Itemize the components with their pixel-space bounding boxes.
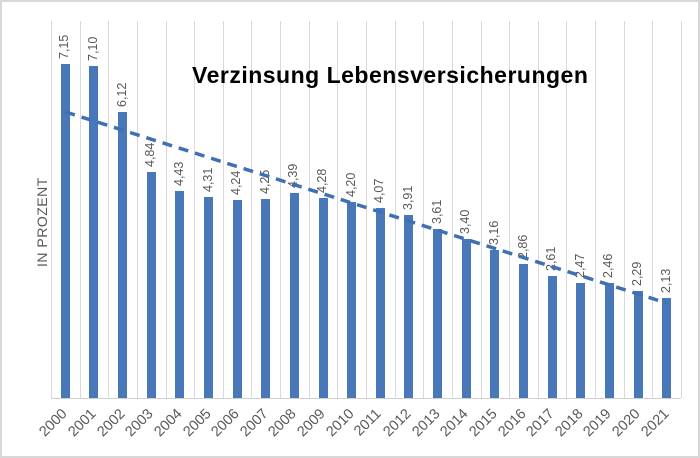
- x-axis-label-2011: 2011: [351, 406, 385, 440]
- x-axis-label-2017: 2017: [523, 406, 558, 441]
- x-axis-label-2016: 2016: [494, 406, 530, 441]
- bar-value-label: 4,39: [286, 163, 301, 188]
- x-axis-label-2000: 2000: [36, 406, 71, 441]
- bar-2011: [375, 207, 385, 398]
- bar-2005: [204, 196, 213, 398]
- x-axis-label-2013: 2013: [409, 406, 444, 441]
- bar-2002: [118, 111, 128, 398]
- bar-2018: [576, 282, 586, 398]
- x-axis-label-2005: 2005: [179, 406, 215, 441]
- x-axis-label-2010: 2010: [323, 406, 358, 441]
- bar-value-label: 2,86: [515, 234, 530, 260]
- bar-value-label: 4,24: [229, 170, 244, 195]
- bar-value-label: 7,10: [85, 36, 100, 62]
- x-axis-label-2021: 2021: [638, 406, 673, 441]
- bar-2013: [433, 229, 443, 398]
- x-axis-label-2015: 2015: [466, 406, 501, 441]
- bar-value-label: 2,47: [572, 253, 587, 278]
- bar-2009: [318, 197, 328, 398]
- x-axis-label-2014: 2014: [437, 406, 472, 441]
- bar-2015: [490, 250, 500, 398]
- bar-2021: [662, 298, 672, 398]
- x-axis-label-2018: 2018: [552, 406, 587, 441]
- bar-value-label: 4,25: [257, 169, 272, 195]
- bar-value-label: 3,16: [486, 220, 501, 246]
- x-axis-label-2006: 2006: [208, 406, 243, 441]
- bar-value-label: 2,61: [544, 246, 559, 271]
- bar-value-label: 4,43: [171, 161, 186, 186]
- bar-value-label: 3,91: [400, 185, 415, 211]
- x-axis-label-2020: 2020: [609, 406, 644, 441]
- gridline: [652, 21, 654, 398]
- x-axis-line: [51, 398, 681, 399]
- bar-2000: [60, 63, 70, 398]
- bar-2006: [232, 199, 242, 398]
- bar-value-label: 7,15: [57, 34, 72, 59]
- bar-value-label: 3,40: [458, 209, 473, 235]
- x-axis-label-2008: 2008: [265, 406, 300, 441]
- bar-2008: [289, 192, 299, 398]
- bar-2012: [404, 215, 414, 398]
- bar-value-label: 2,46: [601, 253, 616, 278]
- bar-value-label: 4,07: [372, 178, 387, 203]
- x-axis-label-2007: 2007: [237, 406, 272, 441]
- bar-value-label: 4,28: [315, 168, 330, 193]
- x-axis-label-2019: 2019: [580, 406, 615, 441]
- bar-value-label: 4,31: [200, 167, 215, 192]
- y-axis-title: IN PROZENT: [34, 177, 50, 267]
- gridline: [51, 21, 52, 398]
- bar-2007: [261, 199, 271, 398]
- gridline: [79, 21, 81, 398]
- x-axis-label-2009: 2009: [294, 406, 329, 441]
- bar-2014: [461, 239, 471, 398]
- chart-title: Verzinsung Lebensversicherungen: [192, 62, 589, 88]
- gridline: [681, 21, 682, 398]
- gridline: [595, 21, 597, 398]
- gridline: [623, 21, 625, 398]
- bar-value-label: 2,13: [658, 269, 673, 294]
- x-axis-label-2001: 2001: [65, 406, 100, 441]
- bar-2016: [519, 264, 528, 398]
- bar-2004: [175, 190, 185, 398]
- gridline: [108, 21, 110, 398]
- bar-2010: [347, 201, 357, 398]
- bar-2019: [604, 282, 614, 398]
- bar-value-label: 4,20: [343, 172, 358, 197]
- gridline: [136, 21, 138, 398]
- x-axis-label-2003: 2003: [122, 406, 157, 441]
- bar-value-label: 4,84: [143, 142, 158, 167]
- bar-2020: [633, 290, 643, 398]
- bar-value-label: 6,12: [114, 82, 129, 107]
- bar-2003: [146, 171, 156, 398]
- x-axis-label-2002: 2002: [94, 406, 129, 441]
- x-axis-label-2012: 2012: [380, 406, 415, 441]
- bar-value-label: 3,61: [429, 199, 444, 225]
- bar-2001: [89, 66, 99, 398]
- bar-value-label: 2,29: [630, 261, 645, 286]
- bar-2017: [547, 275, 557, 398]
- gridline: [165, 21, 167, 398]
- x-axis-label-2004: 2004: [151, 406, 186, 441]
